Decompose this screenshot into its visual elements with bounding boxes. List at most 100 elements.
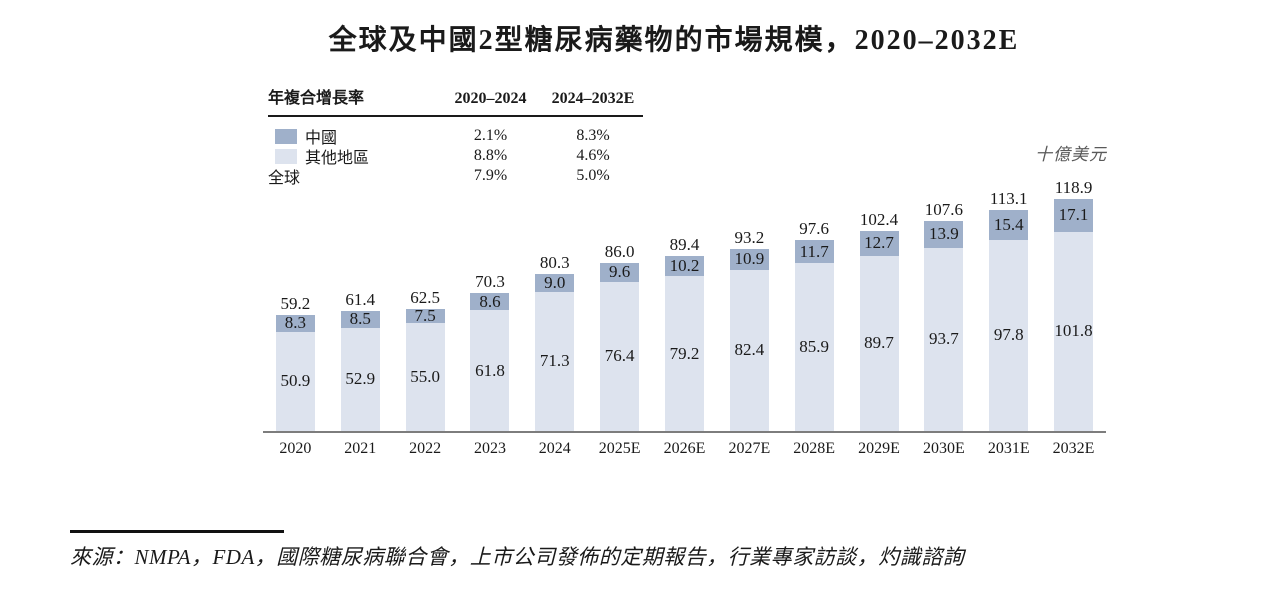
bar-segment-china: 10.2	[664, 256, 704, 277]
bar-column-2032E: 118.9 17.1 101.8	[1041, 178, 1106, 431]
bar-total-label: 86.0	[604, 241, 635, 261]
x-tick-label: 2023	[473, 440, 506, 457]
others-cagr-2020-2024: 8.8%	[473, 147, 508, 164]
cagr-row-others: 其他地區 8.8% 4.6%	[268, 144, 643, 168]
bar-segment-china: 9.6	[600, 262, 640, 282]
legend-item-china: 中國	[268, 124, 438, 148]
x-tick-label: 2032E	[1052, 440, 1095, 457]
x-axis-labels: 2020 2021 2022 2023 2024 2025E 2026E 2027E 2028E…	[263, 440, 1106, 458]
bar-segment-china: 10.9	[729, 248, 769, 270]
x-tick-label: 2029E	[858, 440, 900, 457]
bar-segment-others: 101.8	[1054, 231, 1094, 431]
bar-segment-others: 79.2	[664, 276, 704, 431]
bar-total-label: 70.3	[475, 272, 505, 292]
x-tick-label: 2028E	[793, 440, 836, 457]
global-cagr-2024-2032: 5.0%	[576, 167, 610, 184]
stacked-bar: 8.6 61.8	[470, 292, 510, 431]
stacked-bar: 11.7 85.9	[794, 240, 834, 431]
bar-column-2023: 70.3 8.6 61.8	[458, 272, 523, 431]
cagr-header-metric: 年複合增長率	[268, 90, 365, 107]
bar-segment-china: 11.7	[794, 240, 834, 264]
bar-total-label: 97.6	[799, 219, 830, 239]
stacked-bar: 9.6 76.4	[600, 262, 640, 431]
stacked-bar: 8.5 52.9	[340, 309, 380, 431]
bar-segment-china: 15.4	[989, 209, 1029, 240]
others-cagr-2024-2032: 4.6%	[576, 147, 610, 164]
bar-column-2026E: 89.4 10.2 79.2	[652, 235, 717, 431]
source-divider	[70, 530, 284, 533]
bar-segment-china: 12.7	[859, 230, 899, 256]
bar-column-2028E: 97.6 11.7 85.9	[782, 219, 847, 431]
bar-segment-china: 8.3	[275, 313, 315, 332]
legend-label-others: 其他地區	[305, 150, 370, 167]
bars-area: 59.2 8.3 50.9 61.4 8.5 52.9 62.5 7.5 55.0 70.3 8.6…	[263, 178, 1106, 431]
x-tick-label: 2026E	[663, 440, 706, 457]
bar-segment-others: 85.9	[794, 263, 834, 431]
x-tick-label: 2025E	[598, 440, 641, 457]
bar-total-label: 80.3	[539, 253, 570, 273]
bar-segment-china: 17.1	[1054, 198, 1094, 232]
cagr-table-header: 年複合增長率 2020–2024 2024–2032E	[268, 84, 643, 117]
bar-total-label: 107.6	[924, 199, 963, 219]
bar-segment-china: 13.9	[924, 220, 964, 248]
others-color-swatch	[275, 148, 297, 164]
bar-total-label: 62.5	[410, 287, 440, 307]
stacked-bar-chart: 59.2 8.3 50.9 61.4 8.5 52.9 62.5 7.5 55.0 70.3 8.6…	[263, 178, 1106, 458]
bar-segment-china: 8.6	[470, 292, 510, 311]
bar-column-2027E: 93.2 10.9 82.4	[717, 228, 782, 431]
cagr-header-period-2: 2024–2032E	[551, 90, 635, 107]
bar-segment-others: 50.9	[275, 331, 315, 431]
bar-column-2030E: 107.6 13.9 93.7	[911, 200, 976, 431]
stacked-bar: 12.7 89.7	[859, 230, 899, 431]
bar-segment-china: 8.5	[340, 309, 380, 328]
bar-segment-china: 9.0	[535, 273, 575, 292]
china-color-swatch	[275, 128, 297, 144]
bar-total-label: 118.9	[1054, 177, 1093, 197]
x-tick-label: 2031E	[987, 440, 1030, 457]
cagr-header-period-1: 2020–2024	[454, 90, 527, 107]
x-tick-label: 2022	[409, 440, 442, 457]
bar-column-2021: 61.4 8.5 52.9	[328, 290, 393, 431]
legend-label-global: 全球	[268, 170, 301, 187]
x-tick-label: 2027E	[728, 440, 771, 457]
cagr-row-global: 全球 7.9% 5.0%	[268, 166, 643, 187]
bar-total-label: 89.4	[669, 235, 700, 255]
bar-column-2025E: 86.0 9.6 76.4	[587, 242, 652, 431]
bar-column-2022: 62.5 7.5 55.0	[393, 288, 458, 431]
cagr-table: 年複合增長率 2020–2024 2024–2032E 中國 2.1% 8.3%…	[268, 84, 643, 187]
bar-total-label: 93.2	[734, 227, 765, 247]
bar-total-label: 59.2	[280, 294, 311, 314]
bar-segment-others: 52.9	[340, 327, 380, 431]
bar-segment-china: 7.5	[405, 306, 445, 325]
stacked-bar: 13.9 93.7	[924, 220, 964, 431]
legend-item-others: 其他地區	[268, 144, 438, 168]
legend-label-china: 中國	[305, 130, 338, 147]
bar-segment-others: 71.3	[535, 291, 575, 431]
source-note: 來源：NMPA，FDA，國際糖尿病聯合會，上市公司發佈的定期報告，行業專家訪談，…	[70, 545, 965, 569]
x-tick-label: 2020	[279, 440, 312, 457]
bar-total-label: 102.4	[859, 209, 899, 229]
x-tick-label: 2021	[344, 440, 377, 457]
bar-column-2020: 59.2 8.3 50.9	[263, 294, 328, 431]
china-cagr-2020-2024: 2.1%	[473, 127, 508, 144]
bar-total-label: 113.1	[989, 188, 1028, 208]
unit-label: 十億美元	[1035, 145, 1107, 164]
x-axis-line	[263, 431, 1106, 433]
cagr-row-china: 中國 2.1% 8.3%	[268, 124, 643, 148]
stacked-bar: 10.2 79.2	[664, 256, 704, 431]
bar-segment-others: 97.8	[989, 239, 1029, 431]
stacked-bar: 7.5 55.0	[405, 306, 445, 431]
bar-segment-others: 61.8	[470, 310, 510, 431]
stacked-bar: 10.9 82.4	[729, 248, 769, 431]
bar-segment-others: 93.7	[924, 247, 964, 431]
bar-column-2024: 80.3 9.0 71.3	[522, 253, 587, 431]
global-cagr-2020-2024: 7.9%	[473, 167, 508, 184]
bar-segment-others: 82.4	[729, 269, 769, 431]
bar-segment-others: 76.4	[600, 281, 640, 431]
x-tick-label: 2030E	[922, 440, 965, 457]
bar-segment-others: 89.7	[859, 255, 899, 431]
stacked-bar: 17.1 101.8	[1054, 198, 1094, 431]
stacked-bar: 9.0 71.3	[535, 273, 575, 431]
bar-column-2031E: 113.1 15.4 97.8	[976, 189, 1041, 431]
